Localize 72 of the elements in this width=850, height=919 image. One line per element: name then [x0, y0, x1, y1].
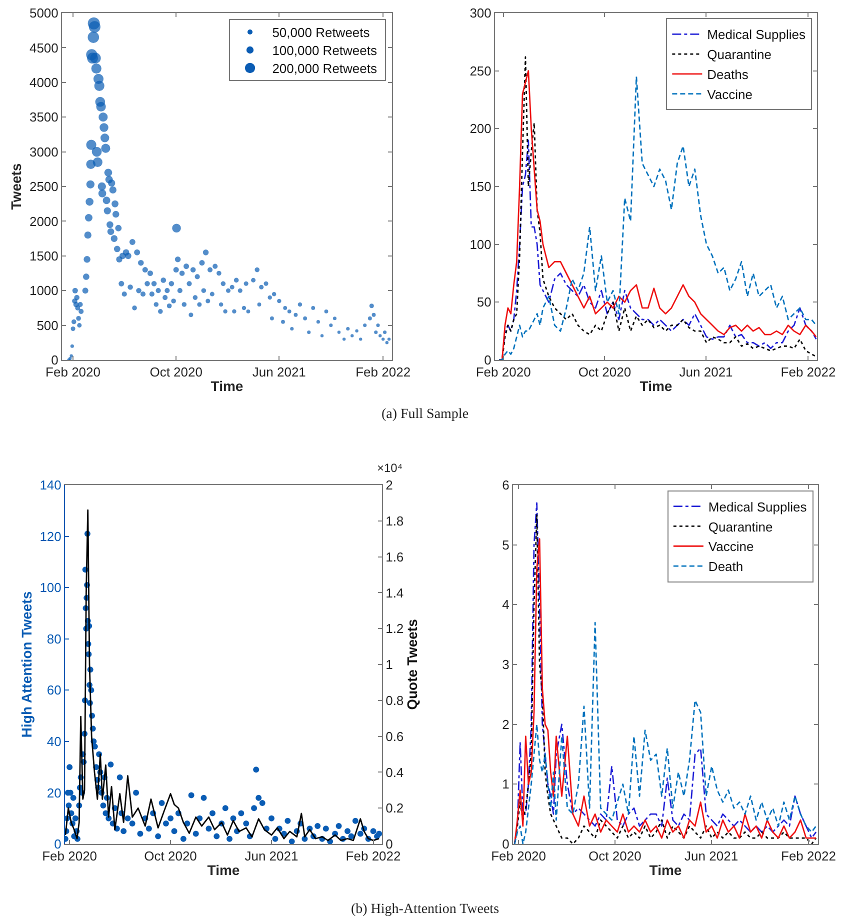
y-tick-label: 5000 [29, 6, 58, 21]
y-tick-label: 3000 [29, 144, 58, 160]
line-series [514, 622, 817, 844]
y-tick-label: 100 [470, 236, 492, 252]
y-tick-label: 1000 [29, 283, 58, 298]
x-tick-label: Oct 2020 [144, 848, 197, 864]
x-tick-label: Jun 2021 [244, 848, 298, 864]
y-tick-label: 1 [502, 776, 510, 792]
x-tick-label: Oct 2020 [578, 364, 632, 380]
x-tick-label: Feb 2022 [781, 848, 836, 864]
y2-tick-label: 1.4 [386, 585, 404, 600]
x-axis-title: Time [649, 862, 682, 878]
y-tick-label: 6 [502, 478, 510, 493]
y-tick-label: 80 [46, 631, 62, 646]
legend-label: Medical Supplies [708, 499, 808, 514]
y-tick-label: 250 [470, 63, 492, 78]
y-tick-label: 150 [470, 179, 492, 194]
y-tick-label: 300 [470, 6, 492, 21]
y-tick-label: 2 [502, 716, 510, 732]
y-tick-label: 2500 [29, 179, 58, 194]
y-tick-label: 500 [36, 318, 58, 333]
x-tick-label: Jun 2021 [252, 364, 306, 380]
y2-tick-label: 1.8 [386, 513, 404, 528]
y-tick-label: 3 [502, 657, 510, 672]
y-tick-label: 140 [40, 478, 62, 493]
y2-tick-label: 0.8 [386, 692, 404, 708]
legend-label: 50,000 Retweets [272, 24, 370, 40]
y-tick-label: 3500 [29, 110, 58, 125]
y-tick-label: 120 [40, 528, 62, 544]
y2-tick-label: 0.4 [386, 764, 404, 780]
x-tick-label: Feb 2022 [356, 364, 411, 380]
y-tick-label: 60 [46, 682, 62, 698]
text: (a) Full Sample [380, 407, 470, 423]
legend-label: Quarantine [707, 47, 772, 62]
x-tick-label: Feb 2022 [780, 364, 836, 380]
y-tick-label: 40 [46, 734, 62, 749]
y-axis-title: Tweets [8, 163, 24, 210]
y2-tick-label: 1.2 [386, 621, 404, 636]
y2-tick-label: 0.2 [386, 800, 404, 816]
legend-label: Vaccine [707, 86, 752, 102]
x-axis-title: Time [640, 378, 672, 394]
y2-axis-title: Quote Tweets [404, 618, 420, 710]
legend-label: Death [708, 559, 744, 574]
text: ×10⁴ [377, 461, 403, 475]
y-axis-title: High Attention Tweets [18, 591, 34, 738]
text: (b) High-Attention Tweets [350, 902, 500, 918]
y-tick-label: 4500 [29, 40, 58, 56]
legend-label: Deaths [707, 67, 749, 82]
x-axis-title: Time [210, 378, 244, 394]
y2-tick-label: 2 [386, 478, 393, 493]
x-tick-label: Oct 2020 [150, 364, 202, 380]
y-tick-label: 200 [470, 121, 492, 136]
y-tick-label: 20 [46, 785, 62, 800]
y2-tick-label: 0.6 [386, 728, 404, 744]
y-tick-label: 1500 [29, 248, 58, 264]
y-tick-label: 100 [40, 580, 62, 596]
y-tick-label: 4000 [29, 74, 58, 90]
y-tick-label: 50 [476, 294, 492, 310]
x-tick-label: Jun 2021 [679, 364, 733, 380]
legend-label: 100,000 Retweets [272, 42, 377, 58]
y2-tick-label: 1.6 [386, 549, 404, 564]
legend-label: Quarantine [708, 519, 773, 534]
legend-label: 200,000 Retweets [272, 60, 377, 76]
x-tick-label: Jun 2021 [684, 848, 738, 864]
x-axis-title: Time [207, 862, 240, 878]
y-tick-label: 4 [502, 597, 510, 612]
legend-label: Medical Supplies [707, 27, 806, 42]
legend-label: Vaccine [708, 539, 754, 554]
x-tick-label: Oct 2020 [588, 848, 642, 864]
y-tick-label: 2000 [29, 214, 58, 229]
y2-tick-label: 1 [386, 657, 393, 672]
y-tick-label: 5 [502, 537, 510, 552]
